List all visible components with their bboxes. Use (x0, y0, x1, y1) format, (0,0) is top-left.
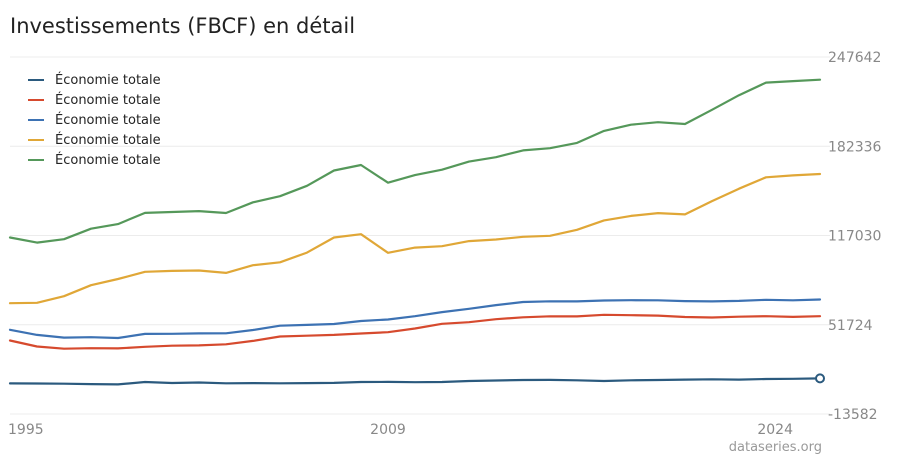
y-tick-label: 247642 (828, 50, 881, 66)
legend-item: Économie totale (28, 110, 161, 130)
legend-label: Économie totale (55, 132, 161, 148)
x-tick-label: 1995 (8, 422, 44, 438)
legend-swatch (28, 119, 44, 121)
legend-swatch (28, 79, 44, 81)
x-tick-label: 2024 (757, 422, 793, 438)
legend-label: Économie totale (55, 112, 161, 128)
legend-item: Économie totale (28, 70, 161, 90)
y-tick-label: 117030 (828, 229, 881, 245)
legend-label: Économie totale (55, 92, 161, 108)
series-line-1 (8, 377, 822, 386)
legend-item: Économie totale (28, 150, 161, 170)
y-tick-label: -13582 (828, 407, 878, 423)
y-tick-label: 182336 (828, 139, 882, 155)
series-end-marker (815, 373, 825, 384)
series-line-4 (8, 172, 822, 305)
y-tick-label: 51724 (828, 318, 873, 334)
legend-item: Économie totale (28, 90, 161, 110)
legend: Économie totale Économie totale Économie t… (28, 70, 161, 170)
x-tick-label: 2009 (370, 422, 406, 438)
legend-swatch (28, 139, 44, 141)
series-line-5 (8, 78, 822, 244)
chart-title: Investissements (FBCF) en détail (10, 14, 356, 38)
source-watermark: dataseries.org (728, 440, 822, 455)
legend-label: Économie totale (55, 152, 161, 168)
legend-item: Économie totale (28, 130, 161, 150)
series-line-2 (8, 313, 822, 350)
legend-label: Économie totale (55, 72, 161, 88)
series-line-3 (8, 298, 822, 340)
legend-swatch (28, 159, 44, 161)
legend-swatch (28, 99, 44, 101)
